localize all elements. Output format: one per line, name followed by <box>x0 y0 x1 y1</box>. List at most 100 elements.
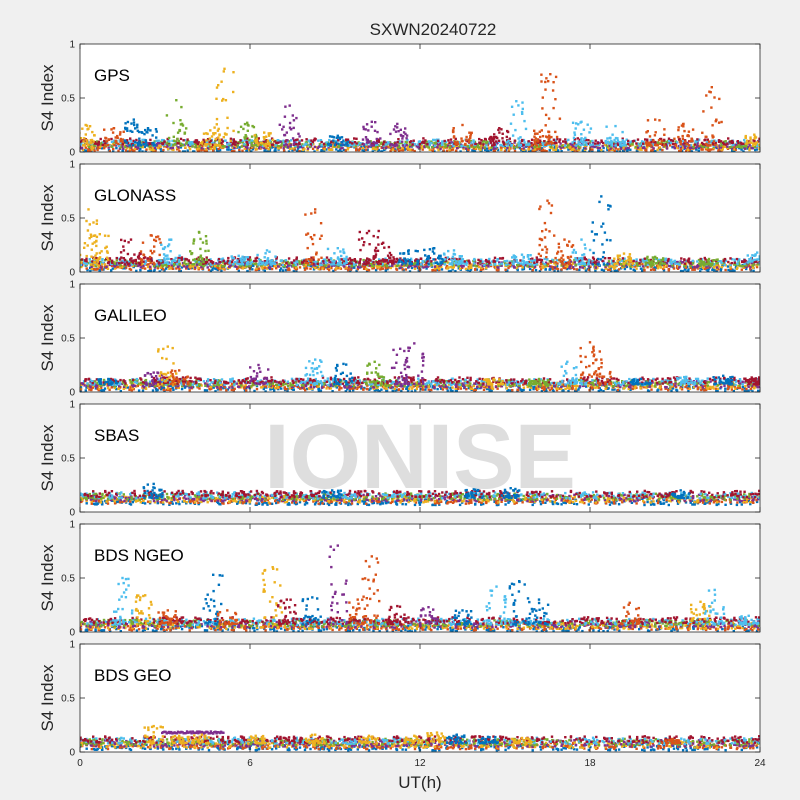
data-point <box>204 142 207 146</box>
data-point <box>669 141 673 144</box>
data-point <box>234 140 237 144</box>
data-point <box>395 267 398 271</box>
data-point <box>475 268 479 271</box>
data-point <box>510 260 514 263</box>
data-point <box>447 139 450 142</box>
data-point <box>549 73 552 76</box>
data-point <box>636 142 640 145</box>
data-point <box>99 142 103 146</box>
data-point <box>652 268 655 271</box>
data-point <box>172 121 175 125</box>
data-point <box>508 265 511 268</box>
data-point <box>81 148 85 152</box>
data-point <box>100 147 104 150</box>
data-point <box>620 259 623 262</box>
data-point <box>658 146 662 149</box>
data-point <box>315 261 318 264</box>
data-point <box>680 261 683 264</box>
data-point <box>417 140 421 143</box>
data-point <box>248 138 251 142</box>
data-point <box>657 139 661 142</box>
data-point <box>563 146 566 150</box>
data-point <box>402 263 406 266</box>
data-point <box>389 146 392 149</box>
data-point <box>386 268 389 271</box>
data-point <box>644 138 647 141</box>
data-point <box>600 268 604 271</box>
data-point <box>83 144 86 147</box>
data-point <box>748 141 752 144</box>
data-point <box>163 263 166 266</box>
data-point <box>200 260 203 263</box>
data-point <box>105 140 109 143</box>
data-point <box>547 142 550 145</box>
data-point <box>616 261 619 264</box>
data-point <box>224 260 227 263</box>
data-point <box>425 140 428 143</box>
data-point <box>683 139 687 142</box>
data-point <box>467 266 470 269</box>
data-point <box>413 262 417 265</box>
data-point <box>126 120 130 124</box>
data-point <box>662 266 666 269</box>
data-point <box>676 260 679 264</box>
data-point <box>223 67 226 70</box>
data-point <box>600 148 603 152</box>
data-point <box>576 137 579 140</box>
data-point <box>248 265 251 268</box>
data-point <box>711 141 715 145</box>
data-point <box>484 263 488 267</box>
data-point <box>356 265 360 269</box>
data-point <box>531 265 534 268</box>
data-point <box>293 141 296 144</box>
data-point <box>201 144 204 147</box>
data-point <box>155 144 158 147</box>
data-point <box>237 269 240 272</box>
data-point <box>748 258 751 261</box>
data-point <box>461 266 464 269</box>
data-point <box>722 141 725 145</box>
data-point <box>181 143 184 147</box>
data-point <box>320 149 323 152</box>
data-point <box>580 120 583 123</box>
data-point <box>607 142 611 145</box>
data-point <box>374 268 378 272</box>
data-point <box>503 262 507 265</box>
data-point <box>216 268 219 272</box>
data-point <box>616 143 619 146</box>
data-point <box>606 145 609 148</box>
data-point <box>270 137 274 140</box>
data-point <box>521 138 524 142</box>
data-point <box>110 137 113 141</box>
data-point <box>322 142 326 146</box>
data-point <box>367 129 370 132</box>
data-point <box>104 142 107 145</box>
data-point <box>563 144 567 147</box>
data-point <box>215 267 218 271</box>
data-point <box>350 265 354 268</box>
data-point <box>377 149 380 152</box>
data-point <box>505 263 508 266</box>
data-point <box>724 143 727 146</box>
data-point <box>166 145 169 148</box>
data-point <box>303 268 307 271</box>
data-point <box>546 258 549 261</box>
data-point <box>679 145 683 149</box>
data-point <box>243 139 247 142</box>
data-point <box>306 264 309 267</box>
data-point <box>484 148 487 152</box>
data-point <box>282 140 286 143</box>
data-point <box>80 140 82 143</box>
data-point <box>495 268 499 272</box>
data-point <box>685 143 689 146</box>
data-point <box>358 142 361 145</box>
data-point <box>213 126 216 129</box>
data-point <box>584 147 587 150</box>
data-point <box>624 144 627 147</box>
data-point <box>396 141 399 144</box>
data-point <box>134 145 138 148</box>
data-point <box>529 261 532 264</box>
data-point <box>206 132 209 136</box>
data-point <box>319 263 322 266</box>
data-point <box>380 150 383 152</box>
